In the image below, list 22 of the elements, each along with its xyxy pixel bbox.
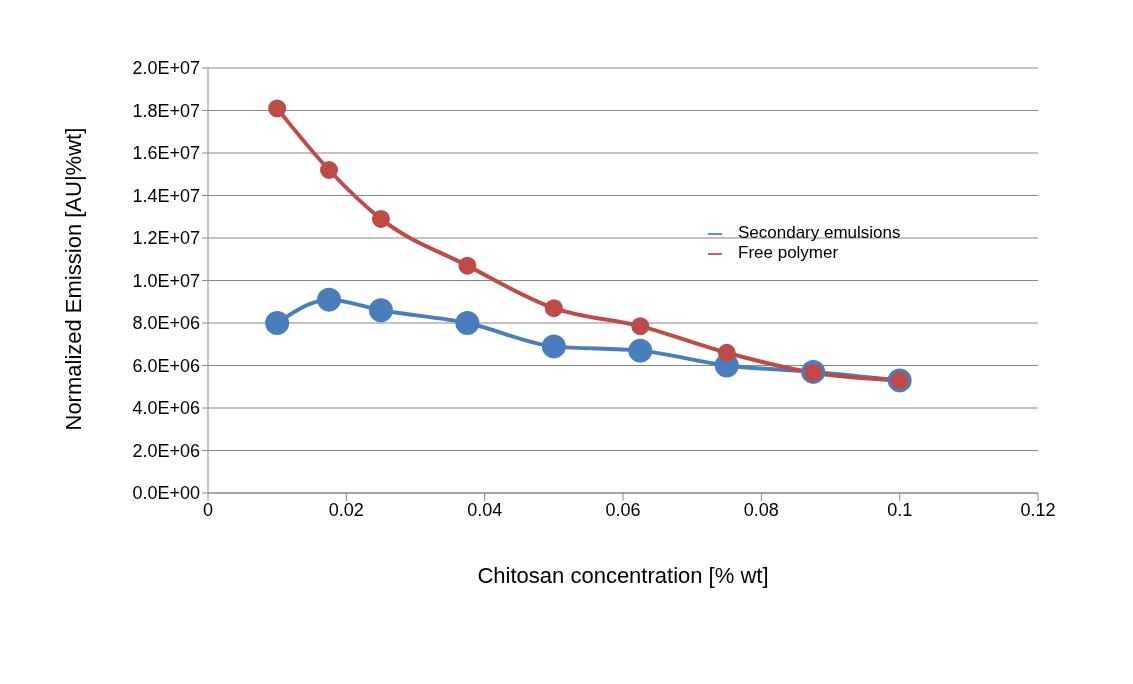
y-tick-label: 8.0E+06 [132, 313, 200, 334]
y-tick-label: 2.0E+06 [132, 440, 200, 461]
y-tick-label: 2.0E+07 [132, 58, 200, 79]
x-tick-label: 0 [202, 499, 214, 520]
x-tick-label: 0.1 [887, 499, 913, 520]
y-tick-label: 1.2E+07 [132, 228, 200, 249]
y-tick-label: 4.0E+06 [132, 398, 200, 419]
x-tick-label: 0.08 [743, 499, 779, 520]
y-tick-label: 1.8E+07 [132, 100, 200, 121]
y-tick-label: 1.0E+07 [132, 270, 200, 291]
x-axis-title: Chitosan concentration [% wt] [477, 563, 769, 588]
legend-label: Secondary emulsions [738, 223, 901, 242]
y-axis-title: Normalized Emission [AU|%wt] [60, 127, 86, 431]
x-tick-label: 0.12 [1020, 499, 1056, 520]
x-tick-label: 0.04 [467, 499, 503, 520]
y-tick-label: 0.0E+00 [132, 483, 200, 504]
legend-label: Free polymer [738, 243, 839, 262]
y-tick-label: 1.4E+07 [132, 185, 200, 206]
x-tick-label: 0.06 [605, 499, 641, 520]
y-tick-label: 1.6E+07 [132, 143, 200, 164]
x-tick-label: 0.02 [328, 499, 364, 520]
y-tick-label: 6.0E+06 [132, 355, 200, 376]
